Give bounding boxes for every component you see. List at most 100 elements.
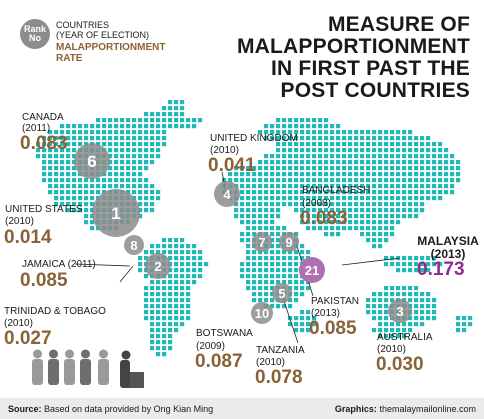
- map-dot: [330, 130, 335, 135]
- map-dot: [96, 178, 101, 183]
- source-text: Based on data provided by Ong Kian Ming: [44, 404, 214, 414]
- map-dot: [396, 184, 401, 189]
- map-dot: [162, 292, 167, 297]
- map-dot: [186, 262, 191, 267]
- map-dot: [390, 172, 395, 177]
- map-dot: [264, 256, 269, 261]
- map-dot: [162, 142, 167, 147]
- map-dot: [48, 142, 53, 147]
- map-dot: [162, 112, 167, 117]
- map-dot: [348, 184, 353, 189]
- map-dot: [414, 166, 419, 171]
- map-dot: [162, 304, 167, 309]
- map-dot: [120, 130, 125, 135]
- map-dot: [246, 214, 251, 219]
- map-dot: [294, 160, 299, 165]
- map-dot: [246, 226, 251, 231]
- map-dot: [258, 286, 263, 291]
- map-dot: [150, 280, 155, 285]
- map-dot: [108, 148, 113, 153]
- map-dot: [396, 262, 401, 267]
- map-dot: [378, 136, 383, 141]
- map-dot: [396, 166, 401, 171]
- map-dot: [240, 172, 245, 177]
- map-dot: [252, 166, 257, 171]
- map-dot: [264, 154, 269, 159]
- map-dot: [312, 124, 317, 129]
- map-dot: [144, 256, 149, 261]
- map-dot: [282, 262, 287, 267]
- map-dot: [408, 178, 413, 183]
- map-dot: [126, 130, 131, 135]
- map-dot: [144, 196, 149, 201]
- map-dot: [402, 202, 407, 207]
- map-dot: [108, 130, 113, 135]
- map-dot: [276, 136, 281, 141]
- rank-circle: [74, 143, 110, 179]
- map-dot: [156, 334, 161, 339]
- map-dot: [384, 178, 389, 183]
- map-dot: [378, 148, 383, 153]
- map-dot: [72, 202, 77, 207]
- map-dot: [246, 202, 251, 207]
- map-dot: [336, 178, 341, 183]
- map-dot: [132, 124, 137, 129]
- map-dot: [318, 142, 323, 147]
- map-dot: [48, 160, 53, 165]
- map-dot: [180, 244, 185, 249]
- map-dot: [312, 154, 317, 159]
- map-dot: [96, 184, 101, 189]
- map-dot: [336, 166, 341, 171]
- map-dot: [60, 196, 65, 201]
- map-dot: [390, 334, 395, 339]
- map-dot: [60, 130, 65, 135]
- map-dot: [390, 322, 395, 327]
- map-dot: [78, 130, 83, 135]
- map-dot: [36, 148, 41, 153]
- map-dot: [300, 184, 305, 189]
- map-dot: [270, 160, 275, 165]
- map-dot: [438, 160, 443, 165]
- map-dot: [240, 202, 245, 207]
- map-dot: [114, 172, 119, 177]
- map-dot: [288, 196, 293, 201]
- map-dot: [396, 196, 401, 201]
- map-dot: [438, 148, 443, 153]
- map-dot: [312, 172, 317, 177]
- map-dot: [390, 166, 395, 171]
- map-dot: [396, 214, 401, 219]
- map-dot: [450, 178, 455, 183]
- map-dot: [126, 190, 131, 195]
- map-dot: [348, 220, 353, 225]
- map-dot: [408, 328, 413, 333]
- map-dot: [252, 298, 257, 303]
- map-dot: [324, 190, 329, 195]
- map-dot: [336, 214, 341, 219]
- map-dot: [324, 130, 329, 135]
- map-dot: [180, 112, 185, 117]
- map-dot: [138, 124, 143, 129]
- map-dot: [312, 118, 317, 123]
- title-line-2: MALAPPORTIONMENT: [236, 35, 470, 58]
- map-dot: [318, 118, 323, 123]
- map-dot: [60, 166, 65, 171]
- map-dot: [402, 172, 407, 177]
- voters-icon: [32, 349, 144, 388]
- map-dot: [270, 298, 275, 303]
- map-dot: [204, 262, 209, 267]
- map-dot: [282, 148, 287, 153]
- map-dot: [354, 130, 359, 135]
- map-dot: [414, 292, 419, 297]
- map-dot: [72, 136, 77, 141]
- map-dot: [294, 202, 299, 207]
- map-dot: [420, 136, 425, 141]
- map-dot: [420, 142, 425, 147]
- map-dot: [390, 178, 395, 183]
- jamaica-name: JAMAICA (2011): [22, 259, 96, 270]
- map-dot: [348, 214, 353, 219]
- map-dot: [48, 184, 53, 189]
- map-dot: [162, 286, 167, 291]
- map-dot: [318, 148, 323, 153]
- map-dot: [60, 172, 65, 177]
- map-dot: [168, 328, 173, 333]
